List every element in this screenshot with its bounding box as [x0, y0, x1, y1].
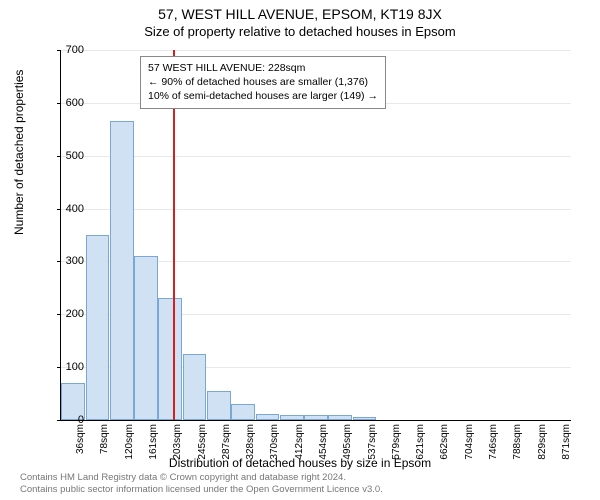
- x-tick-label: 871sqm: [561, 424, 572, 460]
- histogram-bar: [86, 235, 110, 420]
- y-tick-label: 600: [44, 97, 84, 109]
- footer-attribution: Contains HM Land Registry data © Crown c…: [20, 472, 383, 496]
- x-tick-label: 746sqm: [488, 424, 499, 460]
- histogram-bar: [353, 417, 377, 420]
- chart-subtitle: Size of property relative to detached ho…: [0, 24, 600, 39]
- chart-area: 57 WEST HILL AVENUE: 228sqm ← 90% of det…: [60, 50, 570, 420]
- histogram-bar: [183, 354, 207, 420]
- annotation-line-3: 10% of semi-detached houses are larger (…: [148, 89, 378, 103]
- gridline: [61, 209, 571, 210]
- x-tick-label: 621sqm: [415, 424, 426, 460]
- histogram-bar: [158, 298, 182, 420]
- x-tick-label: 662sqm: [439, 424, 450, 460]
- x-tick-label: 495sqm: [342, 424, 353, 460]
- x-tick-label: 287sqm: [221, 424, 232, 460]
- y-tick-label: 300: [44, 255, 84, 267]
- x-tick-label: 370sqm: [269, 424, 280, 460]
- x-tick-label: 328sqm: [245, 424, 256, 460]
- y-tick-label: 400: [44, 203, 84, 215]
- x-axis-label: Distribution of detached houses by size …: [0, 456, 600, 470]
- x-tick-label: 36sqm: [75, 424, 86, 454]
- annotation-box: 57 WEST HILL AVENUE: 228sqm ← 90% of det…: [140, 56, 386, 109]
- gridline: [61, 50, 571, 51]
- x-tick-label: 788sqm: [512, 424, 523, 460]
- gridline: [61, 156, 571, 157]
- y-tick-label: 0: [44, 414, 84, 426]
- histogram-bar: [207, 391, 231, 420]
- y-tick-label: 200: [44, 308, 84, 320]
- y-tick-label: 100: [44, 361, 84, 373]
- x-tick-label: 537sqm: [367, 424, 378, 460]
- x-tick-label: 704sqm: [464, 424, 475, 460]
- y-tick-label: 500: [44, 150, 84, 162]
- x-tick-label: 412sqm: [294, 424, 305, 460]
- histogram-bar: [256, 414, 280, 420]
- footer-line-2: Contains public sector information licen…: [20, 484, 383, 496]
- histogram-bar: [280, 415, 304, 420]
- histogram-bar: [328, 415, 352, 420]
- x-tick-label: 829sqm: [537, 424, 548, 460]
- y-axis-label: Number of detached properties: [12, 70, 26, 235]
- footer-line-1: Contains HM Land Registry data © Crown c…: [20, 472, 383, 484]
- x-tick-label: 120sqm: [124, 424, 135, 460]
- x-tick-label: 579sqm: [391, 424, 402, 460]
- histogram-bar: [110, 121, 134, 420]
- x-tick-label: 245sqm: [197, 424, 208, 460]
- page-title: 57, WEST HILL AVENUE, EPSOM, KT19 8JX: [0, 0, 600, 22]
- x-tick-label: 78sqm: [99, 424, 110, 454]
- annotation-line-2: ← 90% of detached houses are smaller (1,…: [148, 75, 378, 89]
- x-tick-label: 161sqm: [148, 424, 159, 460]
- annotation-line-1: 57 WEST HILL AVENUE: 228sqm: [148, 61, 378, 75]
- chart-container: 57, WEST HILL AVENUE, EPSOM, KT19 8JX Si…: [0, 0, 600, 500]
- histogram-bar: [231, 404, 255, 420]
- x-tick-label: 454sqm: [318, 424, 329, 460]
- x-tick-label: 203sqm: [172, 424, 183, 460]
- y-tick-label: 700: [44, 44, 84, 56]
- histogram-bar: [304, 415, 328, 420]
- histogram-bar: [134, 256, 158, 420]
